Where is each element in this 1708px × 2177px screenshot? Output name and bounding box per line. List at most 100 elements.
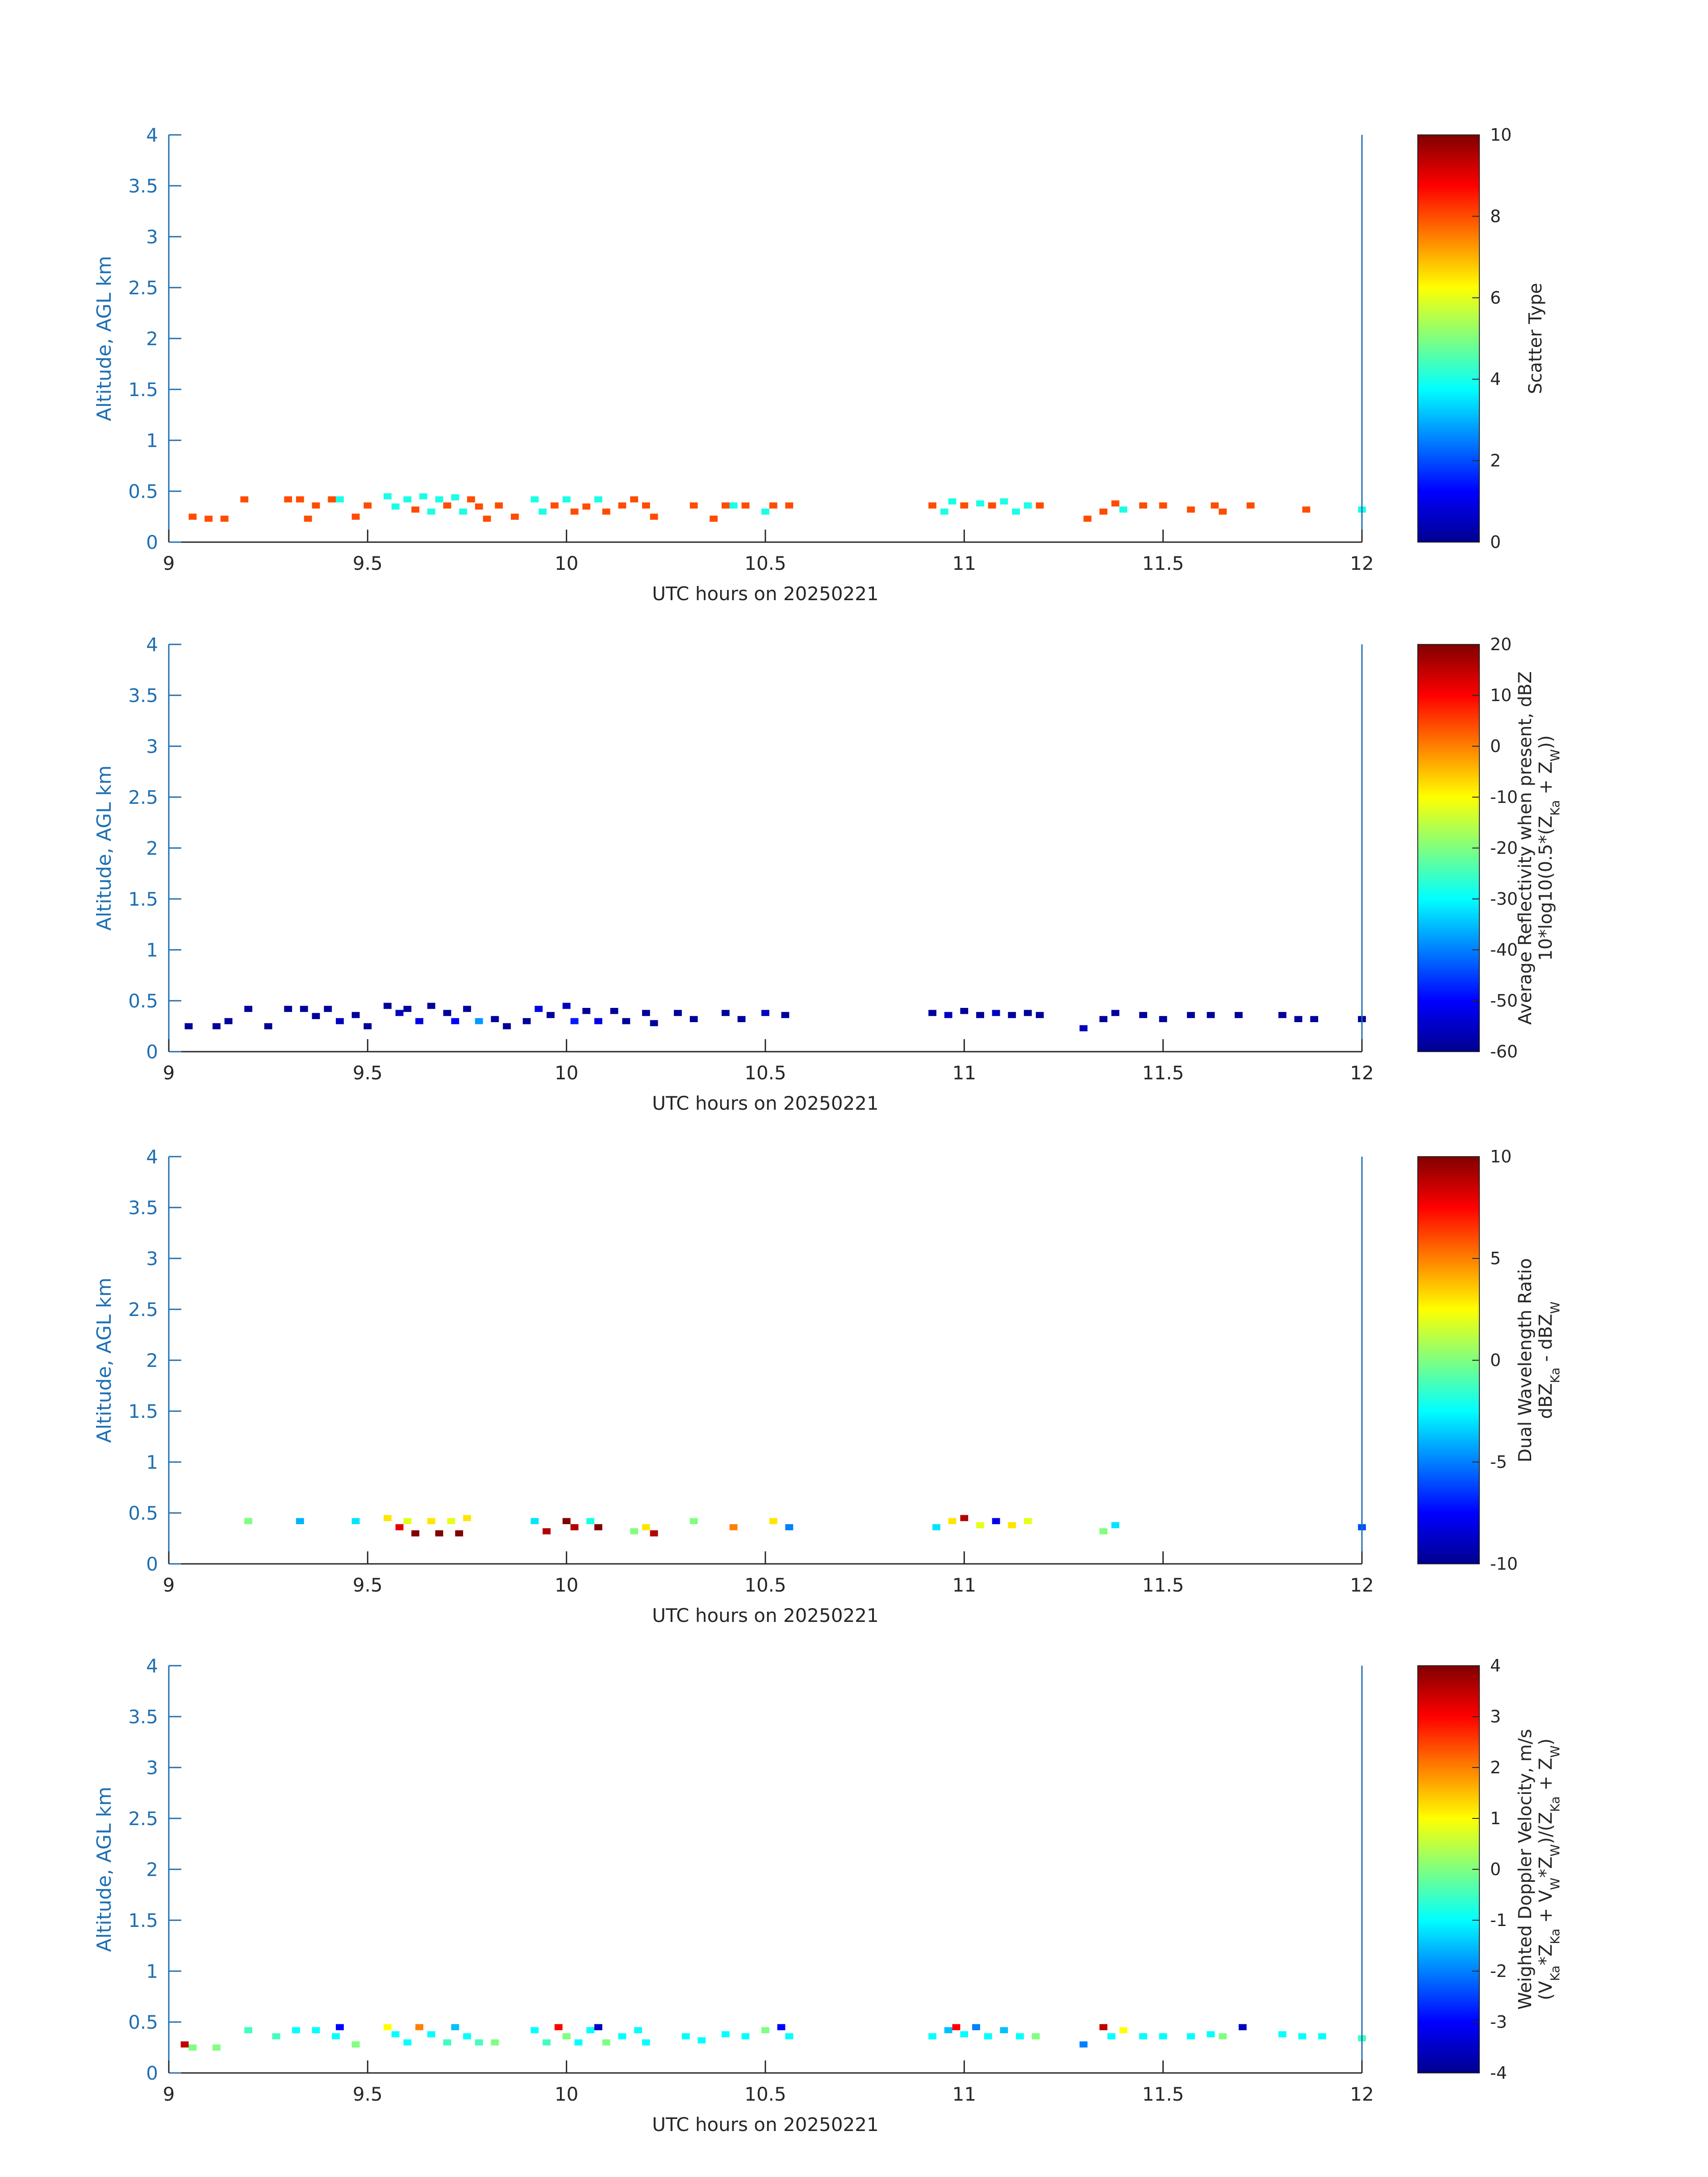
- data-cell: [1008, 1012, 1016, 1018]
- data-cell: [284, 1006, 292, 1012]
- y-tick-label: 2: [146, 1859, 158, 1880]
- data-cell: [630, 496, 638, 503]
- y-tick-label: 1.5: [128, 888, 158, 910]
- data-cell: [272, 2033, 280, 2039]
- data-cell: [384, 1003, 392, 1009]
- data-cell: [1187, 506, 1195, 513]
- data-cell: [1099, 1528, 1107, 1534]
- data-cell: [928, 2033, 936, 2039]
- data-cell: [475, 503, 483, 510]
- y-tick-label: 0: [146, 531, 158, 553]
- data-cell: [697, 2037, 706, 2043]
- data-cell: [722, 2031, 730, 2038]
- y-tick-label: 4: [146, 1146, 158, 1168]
- data-cell: [384, 1515, 392, 1521]
- x-tick-label: 12: [1350, 1062, 1374, 1084]
- data-cell: [351, 2041, 360, 2047]
- colorbar-tick-label: 8: [1490, 206, 1501, 226]
- data-cell: [1111, 1522, 1119, 1529]
- y-tick-label: 0.5: [128, 2011, 158, 2033]
- data-cell: [562, 496, 571, 503]
- data-cell: [530, 1518, 539, 1525]
- data-cell: [336, 496, 344, 503]
- data-cells: [184, 1003, 1366, 1032]
- y-tick-label: 2.5: [128, 277, 158, 299]
- data-cell: [689, 1016, 698, 1022]
- y-tick-label: 3.5: [128, 175, 158, 197]
- data-cell: [642, 1010, 650, 1016]
- label-subscript: W: [1548, 1878, 1562, 1890]
- data-cell: [1159, 502, 1167, 509]
- label-part: *Z: [1536, 1856, 1556, 1877]
- y-tick-label: 4: [146, 124, 158, 146]
- label-part: Dual Wavelength Ratio: [1515, 1258, 1536, 1462]
- data-cell: [1008, 1522, 1016, 1529]
- data-cell: [928, 1010, 936, 1016]
- x-tick-label: 11: [952, 2083, 976, 2105]
- x-tick-label: 9: [163, 552, 175, 574]
- data-cell: [475, 2039, 483, 2046]
- label-part: dBZ: [1536, 1383, 1556, 1419]
- y-tick-label: 1: [146, 1451, 158, 1473]
- x-tick-label: 10: [555, 552, 578, 574]
- data-cell: [336, 1018, 344, 1024]
- data-cell: [312, 1013, 320, 1020]
- colorbar: [1417, 1156, 1480, 1564]
- data-cell: [522, 1018, 531, 1024]
- y-tick-label: 3: [146, 735, 158, 757]
- data-cell: [1238, 2024, 1247, 2031]
- y-tick-label: 1: [146, 430, 158, 451]
- data-cell: [244, 1006, 252, 1012]
- data-cell: [594, 1524, 602, 1530]
- colorbar-tick-label: 0: [1490, 532, 1501, 552]
- data-cell: [312, 2027, 320, 2034]
- x-tick-label: 11.5: [1142, 1574, 1184, 1596]
- data-cell: [777, 2024, 785, 2031]
- label-part: *Z: [1536, 1944, 1556, 1965]
- colorbar-tick-label: 4: [1490, 369, 1501, 389]
- y-tick-label: 2.5: [128, 1808, 158, 1830]
- y-tick-label: 0: [146, 1041, 158, 1063]
- colorbar-tick-label: 2: [1490, 1758, 1501, 1777]
- data-cell: [741, 502, 750, 509]
- data-cell: [443, 2039, 451, 2046]
- data-cell: [944, 1012, 952, 1018]
- data-cell: [1139, 502, 1147, 509]
- colorbar-tick-label: 2: [1490, 451, 1501, 471]
- colorbar-tick-label: -4: [1490, 2063, 1507, 2083]
- data-cell: [503, 1023, 511, 1029]
- data-cell: [785, 1524, 793, 1530]
- y-tick-label: 2.5: [128, 786, 158, 808]
- label-part: 10*log10(0.5*(Z: [1536, 816, 1556, 961]
- data-cell: [582, 1008, 591, 1014]
- label-subscript: Ka: [1548, 1929, 1562, 1944]
- x-tick-label: 9: [163, 2083, 175, 2105]
- data-cell: [689, 502, 698, 509]
- data-cell: [213, 1023, 221, 1029]
- data-cell: [530, 2027, 539, 2034]
- x-tick-label: 10: [555, 1574, 578, 1596]
- colorbar-tick-label: 6: [1490, 288, 1501, 308]
- label-part: Average Reflectivity when present, dBZ: [1515, 671, 1536, 1024]
- y-tick-label: 0: [146, 2062, 158, 2084]
- data-cell: [1023, 1010, 1032, 1016]
- data-cell: [932, 1524, 940, 1530]
- data-cell: [1000, 498, 1008, 505]
- data-cell: [960, 502, 969, 509]
- colorbar-tick-label: -10: [1490, 787, 1518, 807]
- data-cell: [491, 1016, 499, 1022]
- x-tick-label: 12: [1350, 2083, 1374, 2105]
- data-cell: [511, 514, 519, 520]
- data-cell: [1219, 508, 1227, 515]
- data-cell: [180, 2041, 189, 2047]
- y-tick-label: 3: [146, 226, 158, 248]
- data-cell: [395, 1010, 404, 1016]
- data-cell: [992, 1010, 1000, 1016]
- data-cell: [928, 502, 936, 509]
- y-axis-label: Altitude, AGL km: [93, 1787, 116, 1952]
- data-cell: [602, 508, 610, 515]
- data-cell: [1107, 2033, 1115, 2039]
- data-cell: [570, 508, 579, 515]
